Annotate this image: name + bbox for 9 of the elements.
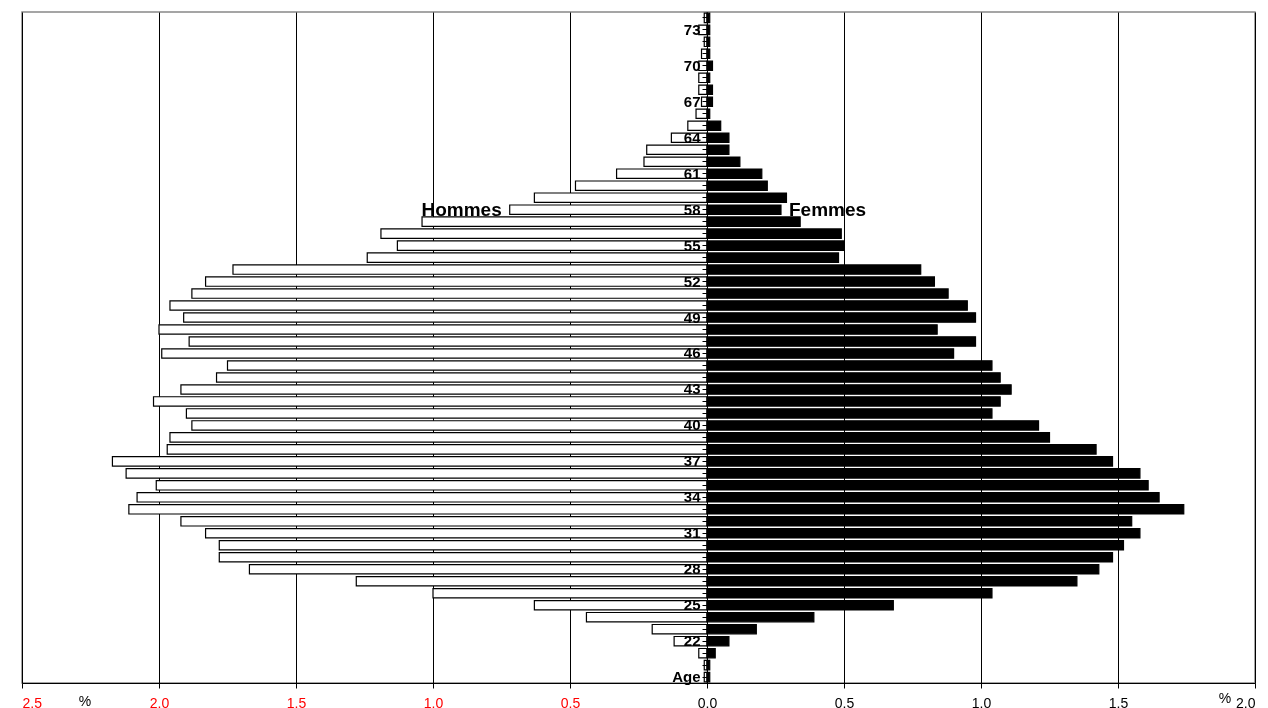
y-tick-label: 67 bbox=[683, 92, 701, 110]
y-tick-label: 49 bbox=[683, 308, 701, 326]
y-tick-label: Age bbox=[672, 668, 701, 686]
y-tick-label: 43 bbox=[683, 380, 701, 398]
text: % bbox=[1218, 690, 1232, 706]
y-tick-label: 52 bbox=[683, 272, 701, 290]
text: % bbox=[78, 693, 92, 708]
y-tick-label: 40 bbox=[683, 416, 701, 434]
y-tick-label: 46 bbox=[683, 344, 701, 362]
